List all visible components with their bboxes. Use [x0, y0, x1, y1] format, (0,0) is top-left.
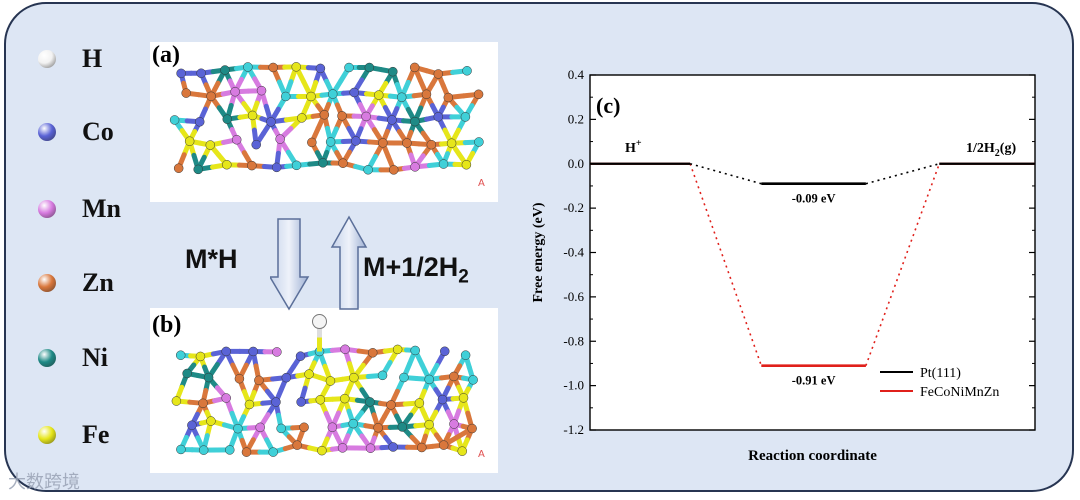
atom-mn-icon: [38, 200, 56, 218]
level-value-label: -0.91 eV: [792, 374, 836, 388]
legend-label: Co: [82, 117, 114, 146]
bond-network: [171, 344, 478, 457]
level-value-label: -0.09 eV: [792, 192, 836, 206]
structure-b-drawing: A: [171, 314, 485, 460]
chart-svg: 0.4 0.2 0.0 -0.2 -0.4 -0.6 -0.8 -1.0 -1.2 Free en…: [531, 67, 1036, 464]
chart-legend: Pt(111) FeCoNiMnZn: [880, 366, 999, 400]
y-tick-label: 0.2: [568, 111, 584, 126]
down-arrow: [270, 218, 310, 311]
legend-item-ni: Ni: [38, 343, 108, 373]
legend-label: Fe: [82, 420, 110, 449]
panel-label-a: (a): [152, 42, 180, 68]
legend-entry: Pt(111): [920, 366, 961, 381]
axis-indicator: A: [478, 449, 485, 460]
series-pt-111-: -0.09 eV: [590, 162, 1035, 206]
y-tick-label: -1.2: [563, 422, 584, 437]
x-axis-label: Reaction coordinate: [748, 448, 877, 464]
up-arrow: [330, 215, 368, 310]
initial-state-label: H+: [625, 138, 642, 156]
y-tick-label: 0.4: [568, 67, 585, 82]
hydrogen-atom: [311, 314, 327, 330]
desorption-label: M+1/2H2: [363, 252, 469, 288]
desorption-label-main: M+1/2H: [363, 252, 459, 282]
legend-item-fe: Fe: [38, 420, 109, 450]
legend-item-zn: Zn: [38, 268, 114, 298]
y-tick-label: -0.6: [563, 289, 584, 304]
structure-a-drawing: A: [169, 62, 485, 189]
legend-entry: FeCoNiMnZn: [920, 385, 999, 400]
y-tick-label: 0.0: [568, 156, 584, 171]
adsorption-label: M*H: [185, 244, 238, 274]
legend-item-mn: Mn: [38, 194, 121, 224]
panel-label-c: (c): [596, 93, 620, 118]
y-tick-label: -0.4: [563, 245, 584, 260]
structure-a-image: A: [150, 42, 498, 202]
legend-label: H: [82, 44, 103, 73]
atom-h-icon: [38, 50, 56, 68]
structure-b-image: A: [150, 308, 498, 473]
y-axis-label: Free energy (eV): [531, 202, 546, 302]
legend-label: Mn: [82, 194, 121, 223]
legend-item-co: Co: [38, 117, 114, 147]
panel-label-b: (b): [152, 312, 182, 338]
y-tick-label: -0.2: [563, 200, 584, 215]
atom-fe-icon: [38, 426, 56, 444]
reaction-arrows: [270, 215, 368, 311]
legend-label: Zn: [82, 268, 114, 297]
axis-indicator: A: [478, 178, 485, 189]
y-tick-label: -0.8: [563, 333, 584, 348]
plot-area: [589, 74, 1036, 431]
free-energy-chart: 0.4 0.2 0.0 -0.2 -0.4 -0.6 -0.8 -1.0 -1.2 Free en…: [525, 55, 1045, 475]
bond-network: [169, 62, 484, 175]
y-tick-label: -1.0: [563, 378, 584, 393]
watermark: 大数跨境: [8, 472, 80, 493]
desorption-label-sub: 2: [458, 266, 469, 288]
atom-co-icon: [38, 123, 56, 141]
connector: [865, 162, 940, 185]
legend-item-h: H: [38, 44, 102, 74]
atom-ni-icon: [38, 349, 56, 367]
connector: [689, 162, 762, 185]
final-state-label: 1/2H2(g): [966, 141, 1016, 159]
atom-zn-icon: [38, 274, 56, 292]
legend-label: Ni: [82, 343, 108, 372]
